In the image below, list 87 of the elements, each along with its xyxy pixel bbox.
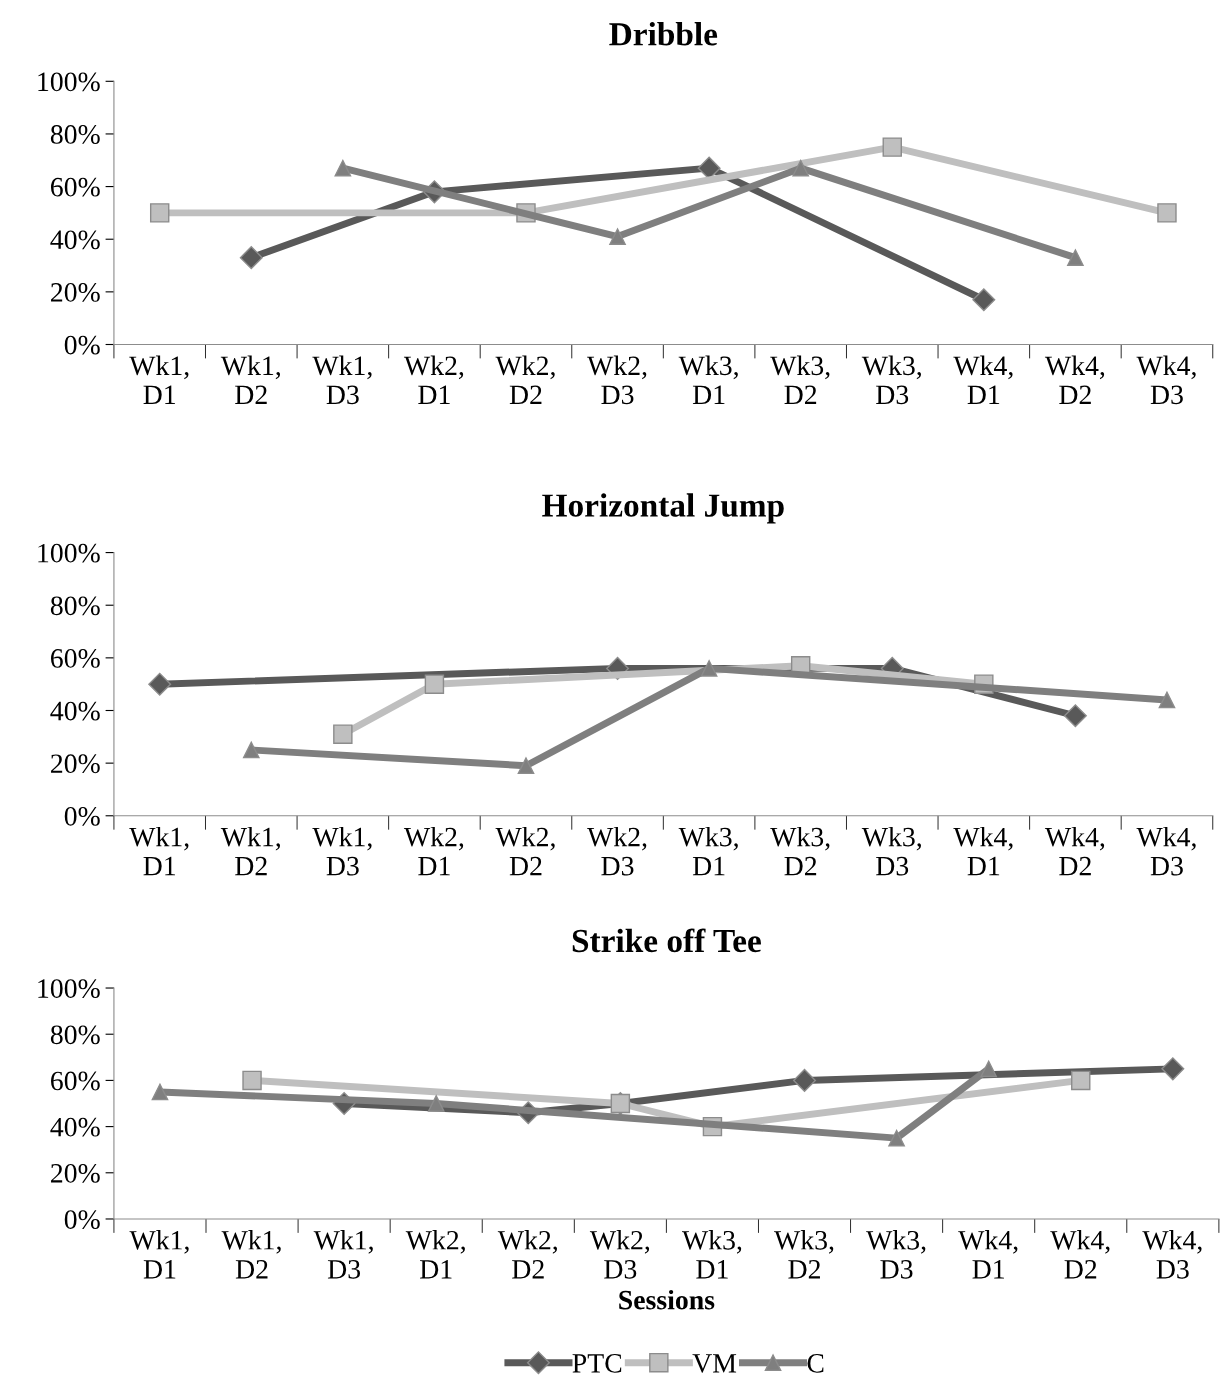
x-tick-label: Wk1, D2 <box>220 355 280 404</box>
y-tick-label: 0% <box>64 1210 100 1229</box>
point <box>242 1070 262 1091</box>
x-tick-label: Wk3, D1 <box>678 355 738 404</box>
point <box>151 1083 169 1101</box>
x-tick-label: Wk3, D2 <box>770 355 830 404</box>
chart-title: Horizontal Jump <box>542 493 784 524</box>
x-tick-label: Wk2, D3 <box>587 826 647 876</box>
point <box>1158 691 1176 709</box>
x-tick-label: Wk1, D2 <box>220 826 280 876</box>
chart-title: Dribble <box>609 22 718 46</box>
x-axis-title: Sessions <box>619 1289 715 1310</box>
x-tick-label: Wk3, D1 <box>681 1230 742 1279</box>
y-tick-label: 100% <box>38 979 100 999</box>
point <box>517 757 535 775</box>
x-tick-label: Wk1, D3 <box>312 355 372 405</box>
point <box>697 156 721 180</box>
legend-label: C <box>807 1354 824 1373</box>
point <box>700 660 718 677</box>
point <box>424 674 445 694</box>
x-tick-label: Wk2, D2 <box>497 1230 557 1279</box>
x-tick-label: Wk3, D3 <box>861 355 921 405</box>
point <box>888 1129 905 1147</box>
y-tick-label: 100% <box>38 543 100 563</box>
point <box>1063 704 1087 728</box>
point <box>882 137 902 157</box>
x-tick-label: Wk3, D3 <box>866 1230 926 1279</box>
point <box>333 724 353 744</box>
point <box>1067 249 1084 266</box>
x-tick-label: Wk3, D3 <box>861 826 921 876</box>
x-tick-label: Wk4, D1 <box>953 355 1013 404</box>
point <box>242 741 260 759</box>
x-tick-label: Wk2, D1 <box>403 826 464 876</box>
x-tick-label: Wk2, D1 <box>403 355 464 404</box>
x-tick-label: Wk4, D3 <box>1136 355 1196 405</box>
y-tick-label: 40% <box>50 701 100 721</box>
point <box>334 159 352 177</box>
x-tick-label: Wk4, D2 <box>1044 355 1105 404</box>
x-tick-label: Wk3, D2 <box>770 826 830 876</box>
x-tick-label: Wk2, D1 <box>405 1230 465 1279</box>
x-tick-label: Wk1, D3 <box>312 826 372 876</box>
chart-title: Strike off Tee <box>572 928 761 953</box>
point <box>427 1095 445 1112</box>
x-tick-label: Wk4, D1 <box>953 826 1013 876</box>
point <box>609 228 626 245</box>
y-tick-label: 80% <box>50 125 100 144</box>
y-tick-label: 20% <box>51 754 100 774</box>
y-tick-label: 40% <box>50 230 100 250</box>
x-tick-label: Wk1, D2 <box>221 1230 281 1279</box>
x-tick-label: Wk4, D2 <box>1050 1230 1110 1279</box>
y-tick-label: 80% <box>50 1025 100 1045</box>
x-tick-label: Wk4, D3 <box>1136 826 1196 876</box>
x-tick-label: Wk4, D1 <box>958 1230 1018 1279</box>
x-tick-label: Wk3, D2 <box>774 1230 834 1279</box>
x-tick-label: Wk2, D3 <box>587 355 647 405</box>
x-tick-label: Wk1, D3 <box>313 1230 373 1279</box>
legend-label: PTC <box>572 1354 622 1373</box>
point <box>239 246 263 270</box>
point <box>980 1060 998 1078</box>
point <box>972 288 996 312</box>
y-tick-label: 60% <box>51 1071 100 1091</box>
x-tick-label: Wk1, D1 <box>129 826 189 876</box>
point <box>793 1068 817 1092</box>
point <box>792 159 810 177</box>
y-tick-label: 0% <box>64 806 100 826</box>
point <box>1161 1057 1185 1081</box>
y-tick-label: 20% <box>51 283 100 302</box>
point <box>1071 1070 1091 1091</box>
y-tick-label: 40% <box>50 1117 100 1137</box>
y-tick-label: 0% <box>64 335 100 355</box>
legend-label: VM <box>692 1354 737 1373</box>
x-tick-label: Wk4, D3 <box>1142 1230 1202 1279</box>
x-tick-label: Wk1, D1 <box>129 1230 189 1279</box>
point <box>1157 203 1177 223</box>
x-tick-label: Wk2, D3 <box>589 1230 650 1279</box>
x-tick-label: Wk3, D1 <box>678 826 738 876</box>
y-tick-label: 100% <box>38 72 100 92</box>
x-tick-label: Wk2, D2 <box>495 355 555 404</box>
y-tick-label: 20% <box>51 1163 100 1183</box>
x-tick-label: Wk2, D2 <box>495 826 555 876</box>
x-tick-label: Wk1, D1 <box>129 355 189 404</box>
y-tick-label: 60% <box>51 177 100 197</box>
y-tick-label: 80% <box>50 596 100 616</box>
x-tick-label: Wk4, D2 <box>1044 826 1105 876</box>
point <box>148 672 172 696</box>
point <box>149 203 170 223</box>
y-tick-label: 60% <box>51 649 100 668</box>
